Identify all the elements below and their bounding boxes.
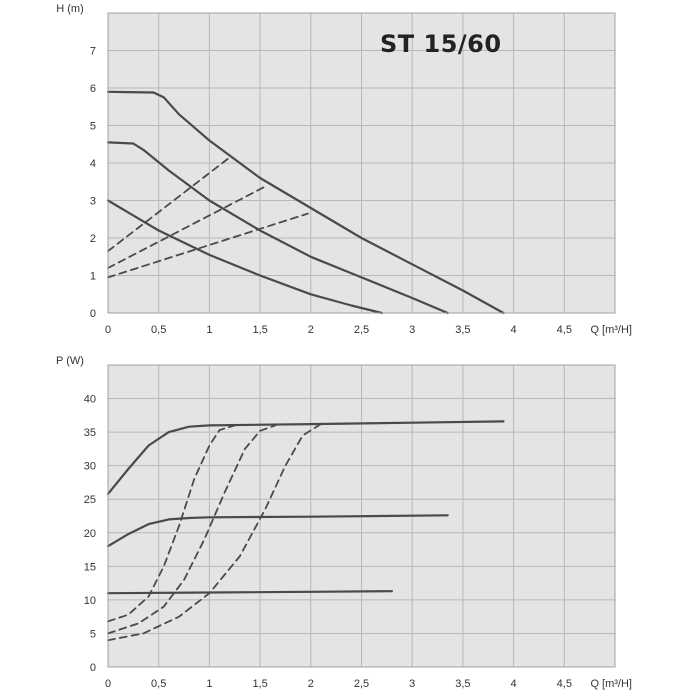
x-tick-label: 3	[409, 678, 415, 690]
solid-curve-0	[106, 90, 505, 315]
x-tick-label: 1,5	[252, 678, 267, 690]
x-tick-label: 2	[308, 324, 314, 336]
x-tick-label: 2,5	[354, 678, 369, 690]
y-tick-label: 15	[84, 561, 96, 573]
power-flow-chart: 0 5 10 15 20 25 30 35 40 0 0,5 1 1,5 2 2,5 3 3,5 4 4,5 P (W…	[56, 355, 632, 690]
y-tick-label: 25	[84, 494, 96, 506]
y-tick-label: 10	[84, 595, 96, 607]
solid-curve-1	[106, 514, 449, 548]
x-tick-label: 4,5	[557, 678, 572, 690]
y-tick-label: 0	[90, 308, 96, 320]
x-tick-label: 4,5	[557, 324, 572, 336]
y-axis-label: P (W)	[56, 355, 84, 367]
x-tick-label: 2	[308, 678, 314, 690]
solid-curve-2	[106, 590, 393, 595]
dashed-curve-5	[107, 423, 322, 642]
y-tick-label: 4	[90, 158, 96, 170]
y-tick-label: 7	[90, 46, 96, 58]
y-tick-label: 35	[84, 427, 96, 439]
solid-curve-1	[106, 141, 449, 315]
y-tick-label: 20	[84, 528, 96, 540]
x-tick-label: 3	[409, 324, 415, 336]
model-title: ST 15/60	[380, 30, 502, 58]
dashed-curve-5	[107, 212, 309, 279]
dashed-curve-3	[107, 424, 236, 623]
x-tick-label: 1,5	[252, 324, 267, 336]
x-tick-label: 3,5	[455, 324, 470, 336]
solid-curve-0	[106, 420, 505, 495]
x-tick-label: 4	[511, 678, 517, 690]
y-tick-label: 1	[90, 271, 96, 283]
dashed-curve-4	[107, 184, 269, 269]
plot-frame	[107, 12, 616, 314]
x-tick-label: 1	[206, 678, 212, 690]
x-tick-label: 3,5	[455, 678, 470, 690]
head-flow-chart: 0 1 2 3 4 5 6 7 0 0,5 1 1,5 2 2,5 3 3,5 4 4,5 H (m) Q [m³/H…	[56, 3, 632, 336]
solid-curve-2	[106, 199, 383, 315]
x-tick-label: 0,5	[151, 678, 166, 690]
dashed-curve-4	[107, 424, 277, 635]
x-tick-label: 0,5	[151, 324, 166, 336]
y-axis-label: H (m)	[56, 3, 84, 15]
plot-frame	[107, 364, 616, 668]
y-tick-label: 6	[90, 83, 96, 95]
x-axis-label: Q [m³/H]	[590, 678, 632, 690]
y-tick-label: 5	[90, 628, 96, 640]
y-tick-label: 30	[84, 461, 96, 473]
x-axis-label: Q [m³/H]	[590, 324, 632, 336]
x-tick-label: 2,5	[354, 324, 369, 336]
x-tick-label: 1	[206, 324, 212, 336]
y-tick-label: 0	[90, 662, 96, 674]
x-tick-label: 0	[105, 678, 111, 690]
y-tick-label: 5	[90, 121, 96, 133]
y-tick-label: 2	[90, 233, 96, 245]
y-tick-label: 40	[84, 394, 96, 406]
x-tick-label: 4	[511, 324, 517, 336]
x-tick-label: 0	[105, 324, 111, 336]
y-tick-label: 3	[90, 196, 96, 208]
dashed-curve-3	[107, 156, 231, 252]
